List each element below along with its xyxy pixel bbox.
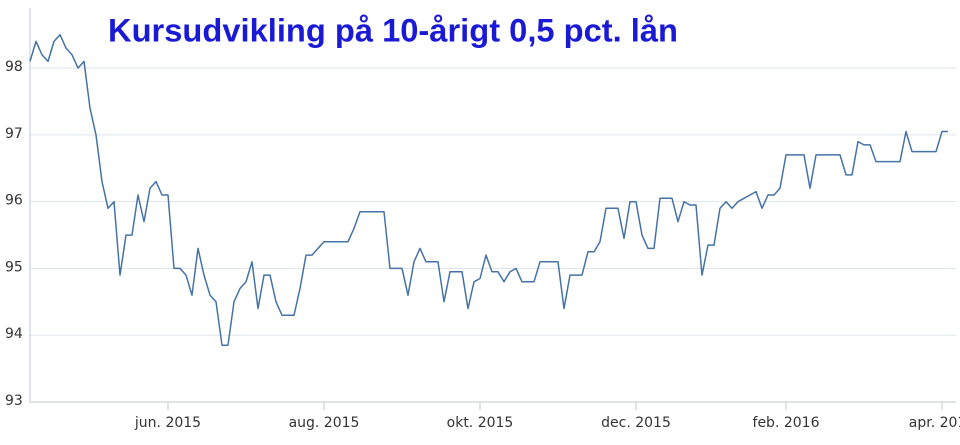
y-tick-label: 97 [5, 126, 23, 142]
x-tick-label: jun. 2015 [134, 415, 201, 431]
x-tick-label: okt. 2015 [447, 415, 514, 431]
y-tick-label: 98 [5, 59, 23, 75]
y-tick-label: 96 [5, 193, 23, 209]
x-tick-label: apr. 2016 [909, 415, 960, 431]
x-tick-label: dec. 2015 [601, 415, 671, 431]
line-series [29, 33, 948, 346]
y-tick-label: 93 [5, 393, 23, 409]
y-tick-label: 94 [5, 326, 23, 342]
y-tick-label: 95 [5, 259, 23, 275]
chart-title: Kursudvikling på 10-årigt 0,5 pct. lån [108, 12, 678, 48]
x-tick-label: feb. 2016 [753, 415, 820, 431]
x-tick-label: aug. 2015 [289, 415, 360, 431]
